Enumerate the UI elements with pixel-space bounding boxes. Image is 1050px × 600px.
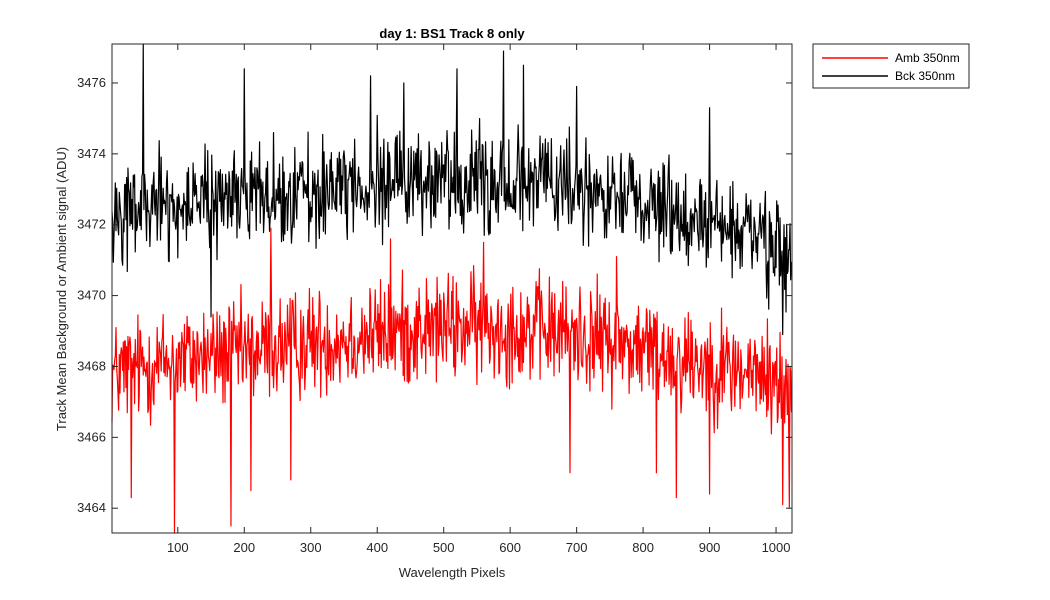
- x-axis: 100 200 300 400 500 600 700 800 900 1000: [167, 44, 791, 555]
- y-tick-label: 3464: [77, 500, 106, 515]
- x-tick-label: 100: [167, 540, 189, 555]
- x-tick-label: 700: [566, 540, 588, 555]
- series-line-amb: [111, 227, 793, 534]
- x-axis-label: Wavelength Pixels: [399, 565, 506, 580]
- y-tick-label: 3466: [77, 429, 106, 444]
- y-tick-label: 3470: [77, 288, 106, 303]
- x-tick-label: 600: [499, 540, 521, 555]
- x-tick-label: 1000: [762, 540, 791, 555]
- x-tick-label: 900: [699, 540, 721, 555]
- legend-box: [812, 43, 970, 89]
- y-tick-label: 3472: [77, 217, 106, 232]
- y-tick-label: 3468: [77, 358, 106, 373]
- y-axis-label: Track Mean Background or Ambient signal …: [54, 147, 69, 431]
- series-layer: [111, 43, 793, 534]
- y-tick-label: 3476: [77, 75, 106, 90]
- legend-label-bck: Bck 350nm: [895, 69, 955, 83]
- legend-label-amb: Amb 350nm: [895, 51, 960, 65]
- x-tick-label: 500: [433, 540, 455, 555]
- series-line-bck: [111, 43, 793, 336]
- legend[interactable]: Amb 350nm Bck 350nm: [812, 43, 970, 89]
- y-tick-label: 3474: [77, 146, 106, 161]
- x-tick-label: 200: [233, 540, 255, 555]
- chart-title: day 1: BS1 Track 8 only: [379, 26, 525, 41]
- x-tick-label: 300: [300, 540, 322, 555]
- x-tick-label: 800: [632, 540, 654, 555]
- x-tick-label: 400: [366, 540, 388, 555]
- plot-area: [112, 44, 792, 533]
- axes-box: [111, 43, 793, 534]
- y-axis: 3464 3466 3468 3470 3472 3474 3476: [77, 75, 792, 515]
